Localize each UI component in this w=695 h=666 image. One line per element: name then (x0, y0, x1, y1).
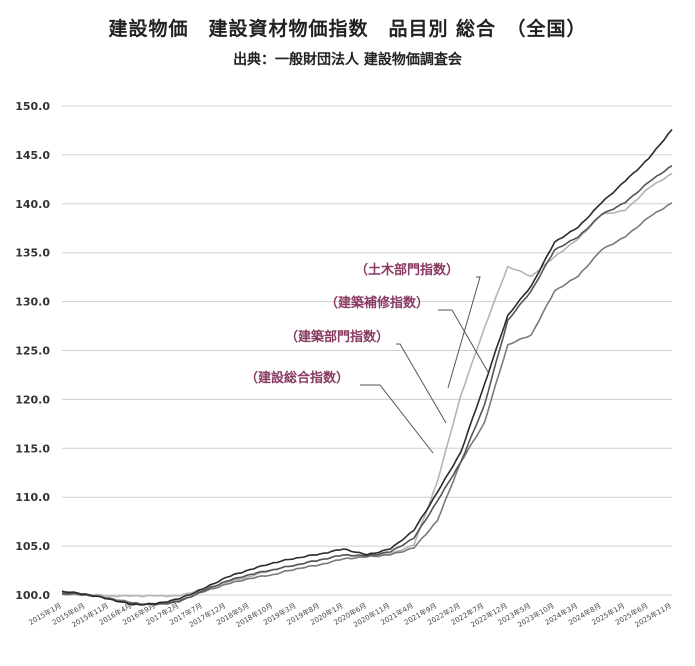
y-tick-label: 150.0 (15, 100, 50, 113)
label-total-leader (360, 384, 434, 454)
y-tick-label: 145.0 (15, 149, 50, 162)
label-civil: （土木部門指数） (355, 262, 459, 278)
y-tick-label: 115.0 (15, 442, 50, 455)
label-civil-leader (447, 276, 481, 389)
label-repair-leader (438, 309, 489, 373)
series-line-building (61, 165, 673, 606)
y-tick-label: 110.0 (15, 491, 50, 504)
series-line-total (61, 128, 673, 606)
y-axis-ticks: 100.0 105.0 110.0 115.0 120.0 125.0 130.0 135.0… (15, 100, 50, 602)
y-tick-label: 125.0 (15, 345, 50, 358)
chart-subtitle: 出典：一般財団法人 建設物価調査会 (233, 52, 462, 68)
x-axis-ticks: 2015年1月2015年6月2015年11月2016年4月2016年9月2017… (27, 601, 673, 629)
chart-title: 建設物価 建設資材物価指数 品目別 総合 （全国） (108, 18, 587, 40)
label-total: （建設総合指数） (245, 370, 349, 386)
y-tick-label: 130.0 (15, 296, 50, 309)
series-labels: （土木部門指数） （建築補修指数） （建築部門指数） （建設総合指数） (245, 262, 489, 454)
grid-lines (62, 105, 672, 596)
y-tick-label: 135.0 (15, 247, 50, 260)
label-building-leader (396, 343, 447, 424)
series-lines (61, 128, 673, 606)
y-tick-label: 105.0 (15, 540, 50, 553)
y-tick-label: 140.0 (15, 198, 50, 211)
label-repair: （建築補修指数） (325, 295, 429, 311)
label-building: （建築部門指数） (285, 329, 389, 345)
y-tick-label: 100.0 (15, 589, 50, 602)
y-tick-label: 120.0 (15, 393, 50, 406)
